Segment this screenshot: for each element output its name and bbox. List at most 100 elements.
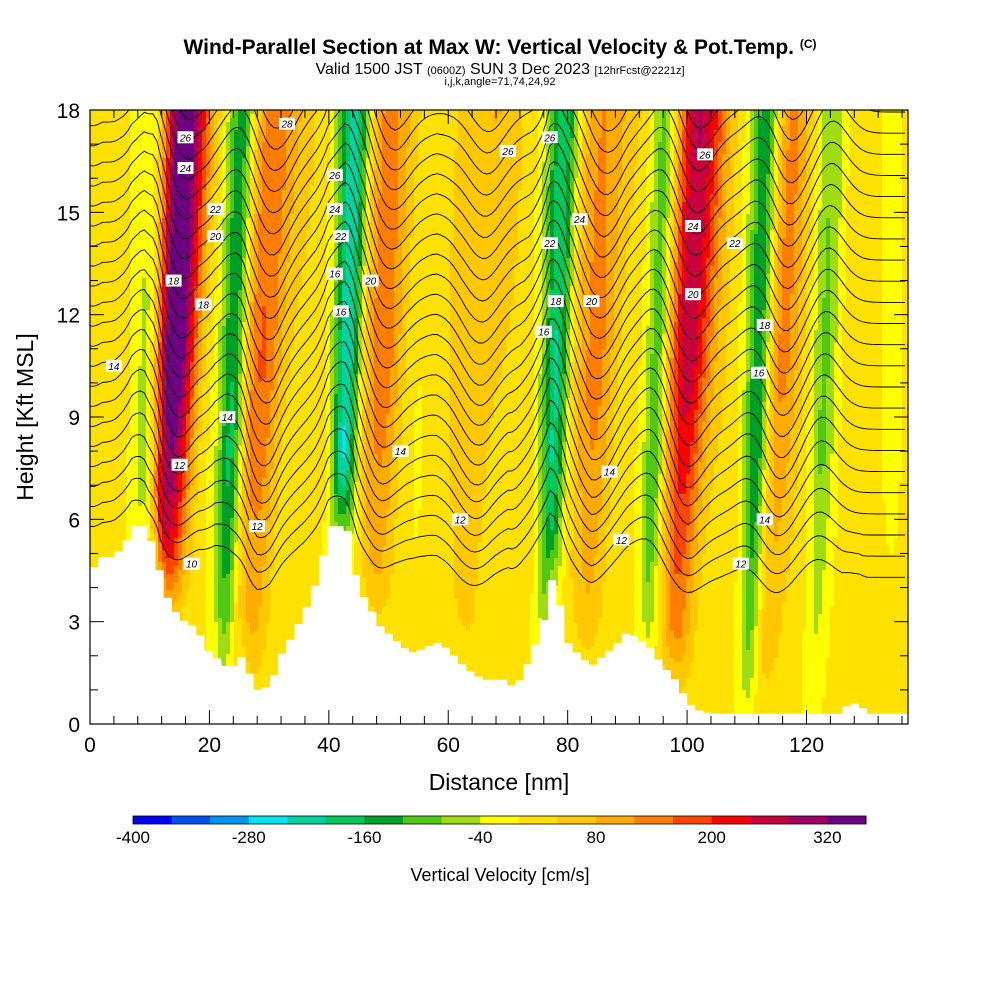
velocity-cell <box>154 110 159 115</box>
velocity-cell <box>98 134 103 139</box>
velocity-cell <box>846 126 851 131</box>
velocity-cell <box>486 118 491 123</box>
velocity-cell <box>694 110 699 115</box>
velocity-cell <box>674 114 679 119</box>
velocity-cell <box>486 110 491 115</box>
velocity-cell <box>682 110 687 115</box>
velocity-cell <box>554 126 559 131</box>
velocity-cell <box>718 122 723 127</box>
velocity-cell <box>626 118 631 123</box>
velocity-cell <box>462 134 467 139</box>
velocity-cell <box>890 122 895 127</box>
velocity-cell <box>230 118 235 123</box>
velocity-cell <box>774 122 779 127</box>
velocity-cell <box>94 114 99 119</box>
velocity-cell <box>606 114 611 119</box>
velocity-cell <box>650 126 655 131</box>
velocity-cell <box>274 130 279 135</box>
velocity-cell <box>898 122 903 127</box>
velocity-cell <box>754 126 759 131</box>
velocity-cell <box>406 126 411 131</box>
velocity-cell <box>270 114 275 119</box>
velocity-cell <box>458 114 463 119</box>
velocity-cell <box>582 126 587 131</box>
velocity-cell <box>486 130 491 135</box>
velocity-cell <box>590 122 595 127</box>
velocity-cell <box>394 110 399 115</box>
velocity-cell <box>654 114 659 119</box>
velocity-cell <box>822 118 827 123</box>
velocity-cell <box>586 110 591 115</box>
velocity-cell <box>338 134 343 139</box>
velocity-cell <box>178 118 183 123</box>
velocity-cell <box>454 122 459 127</box>
velocity-cell <box>474 130 479 135</box>
velocity-cell <box>274 114 279 119</box>
velocity-cell <box>470 122 475 127</box>
velocity-cell <box>398 118 403 123</box>
velocity-cell <box>238 130 243 135</box>
velocity-cell <box>186 110 191 115</box>
velocity-cell <box>414 110 419 115</box>
velocity-cell <box>770 122 775 127</box>
velocity-cell <box>642 114 647 119</box>
velocity-cell <box>394 114 399 119</box>
velocity-cell <box>186 114 191 119</box>
velocity-cell <box>894 130 899 135</box>
velocity-cell <box>446 130 451 135</box>
velocity-cell <box>402 114 407 119</box>
velocity-cell <box>566 114 571 119</box>
velocity-cell <box>294 110 299 115</box>
velocity-cell <box>750 126 755 131</box>
velocity-cell <box>478 114 483 119</box>
velocity-cell <box>118 130 123 135</box>
velocity-cell <box>146 118 151 123</box>
velocity-cell <box>354 110 359 115</box>
velocity-cell <box>762 122 767 127</box>
velocity-cell <box>338 118 343 123</box>
velocity-cell <box>658 130 663 135</box>
velocity-cell <box>894 114 899 119</box>
velocity-cell <box>350 118 355 123</box>
velocity-cell <box>442 122 447 127</box>
velocity-cell <box>122 130 127 135</box>
velocity-cell <box>206 126 211 131</box>
velocity-cell <box>738 122 743 127</box>
velocity-cell <box>810 122 815 127</box>
velocity-cell <box>398 134 403 139</box>
velocity-cell <box>130 130 135 135</box>
velocity-cell <box>162 114 167 119</box>
velocity-cell <box>434 114 439 119</box>
velocity-cell <box>518 118 523 123</box>
velocity-cell <box>730 126 735 131</box>
velocity-cell <box>862 118 867 123</box>
velocity-cell <box>314 122 319 127</box>
velocity-cell <box>578 110 583 115</box>
velocity-cell <box>814 130 819 135</box>
velocity-cell <box>850 122 855 127</box>
velocity-cell <box>190 126 195 131</box>
velocity-cell <box>694 130 699 135</box>
velocity-cell <box>526 126 531 131</box>
velocity-cell <box>170 118 175 123</box>
velocity-cell <box>510 130 515 135</box>
velocity-cell <box>246 122 251 127</box>
velocity-cell <box>506 122 511 127</box>
velocity-cell <box>734 122 739 127</box>
velocity-cell <box>470 126 475 131</box>
velocity-cell <box>386 110 391 115</box>
velocity-cell <box>754 110 759 115</box>
velocity-cell <box>498 126 503 131</box>
velocity-cell <box>522 118 527 123</box>
velocity-cell <box>234 110 239 115</box>
velocity-cell <box>570 118 575 123</box>
velocity-cell <box>378 134 383 139</box>
velocity-cell <box>242 118 247 123</box>
velocity-cell <box>142 114 147 119</box>
velocity-cell <box>810 118 815 123</box>
velocity-cell <box>722 110 727 115</box>
velocity-cell <box>510 118 515 123</box>
velocity-cell <box>322 126 327 131</box>
velocity-cell <box>310 122 315 127</box>
velocity-cell <box>90 110 95 115</box>
